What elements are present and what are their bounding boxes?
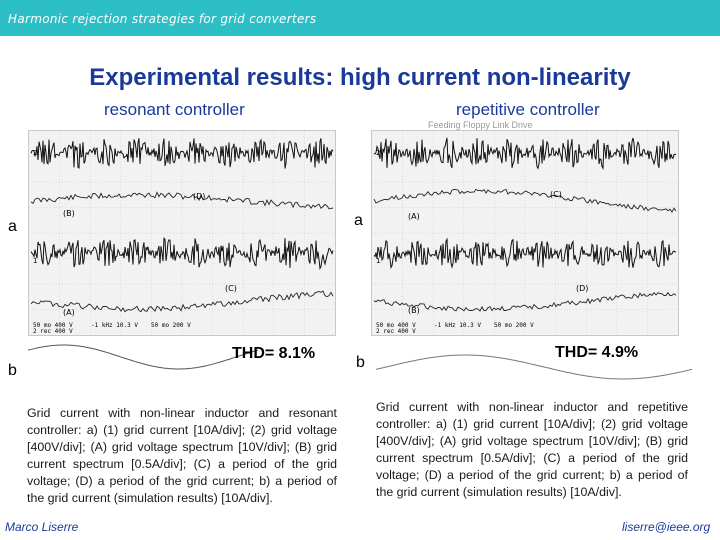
right-scope-traces: 2 1 (A) (B) (C) (D) 50 mo 400 V 2 rec 40… — [372, 131, 678, 335]
left-readout-4: 50 mo 200 V — [151, 322, 191, 329]
left-readout-3: -1 kHz 10.3 V — [91, 322, 138, 329]
left-trace-label-B: (B) — [63, 209, 75, 218]
left-label-b: b — [8, 362, 17, 379]
right-trace-label-1: 1 — [376, 257, 380, 265]
left-readout-1: 50 mo 400 V — [33, 322, 73, 329]
right-caption: Grid current with non-linear inductor an… — [376, 400, 688, 499]
right-simulation-waveform — [376, 354, 692, 380]
left-trace-label-A: (A) — [63, 308, 75, 317]
right-readout-3: -1 kHz 10.3 V — [434, 322, 481, 329]
left-simulation-plot — [28, 340, 258, 374]
left-heading: resonant controller — [104, 100, 245, 119]
left-trace-label-D: (D) — [193, 192, 205, 201]
footer-email: liserre@ieee.org — [622, 520, 711, 534]
right-trace-label-B: (B) — [408, 306, 420, 315]
right-oscilloscope: 2 1 (A) (B) (C) (D) 50 mo 400 V 2 rec 40… — [371, 130, 679, 336]
right-grid-current-trace-2 — [373, 237, 677, 270]
header-bar: Harmonic rejection strategies for grid c… — [0, 0, 720, 36]
left-trace-label-2: 2 — [33, 149, 37, 157]
right-readout-2: 2 rec 400 V — [376, 328, 416, 335]
left-voltage-spectrum-trace — [30, 290, 334, 313]
left-current-spectrum-trace — [30, 191, 334, 210]
right-label-a: a — [354, 212, 363, 229]
right-current-spectrum-trace — [373, 188, 677, 213]
right-label-b: b — [356, 354, 365, 371]
right-readout-1: 50 mo 400 V — [376, 322, 416, 329]
right-thd-value: THD= 4.9% — [555, 344, 639, 361]
left-caption: Grid current with non-linear inductor an… — [27, 406, 337, 505]
left-thd-value: THD= 8.1% — [232, 345, 316, 362]
header-title: Harmonic rejection strategies for grid c… — [8, 12, 317, 26]
right-readout-4: 50 mo 200 V — [494, 322, 534, 329]
right-trace-label-D: (D) — [576, 284, 588, 293]
left-simulation-waveform — [28, 344, 258, 370]
right-scope-note: Feeding Floppy Link Drive — [428, 120, 533, 130]
left-scope-grid — [29, 131, 335, 335]
left-trace-label-C: (C) — [225, 284, 237, 293]
left-oscilloscope: 2 1 (B) (A) (C) (D) 50 mo 400 V 2 rec 40… — [28, 130, 336, 336]
left-trace-label-1: 1 — [33, 257, 37, 265]
footer-author: Marco Liserre — [5, 520, 79, 534]
left-grid-current-trace-2 — [30, 237, 334, 271]
right-simulation-plot — [376, 350, 692, 384]
right-trace-label-A: (A) — [408, 212, 420, 221]
left-scope-traces: 2 1 (B) (A) (C) (D) 50 mo 400 V 2 rec 40… — [29, 131, 335, 335]
left-label-a: a — [8, 218, 17, 235]
right-voltage-spectrum-trace — [373, 291, 677, 312]
left-readout-2: 2 rec 400 V — [33, 328, 73, 335]
right-trace-label-C: (C) — [550, 190, 562, 199]
slide-title: Experimental results: high current non-l… — [89, 64, 631, 91]
right-simulated-current-trace — [376, 354, 692, 380]
left-grid-current-trace — [30, 138, 334, 169]
right-trace-label-2: 2 — [376, 149, 380, 157]
left-simulated-current-trace — [28, 344, 258, 370]
right-grid-current-trace — [373, 137, 677, 171]
right-heading: repetitive controller — [456, 100, 600, 119]
